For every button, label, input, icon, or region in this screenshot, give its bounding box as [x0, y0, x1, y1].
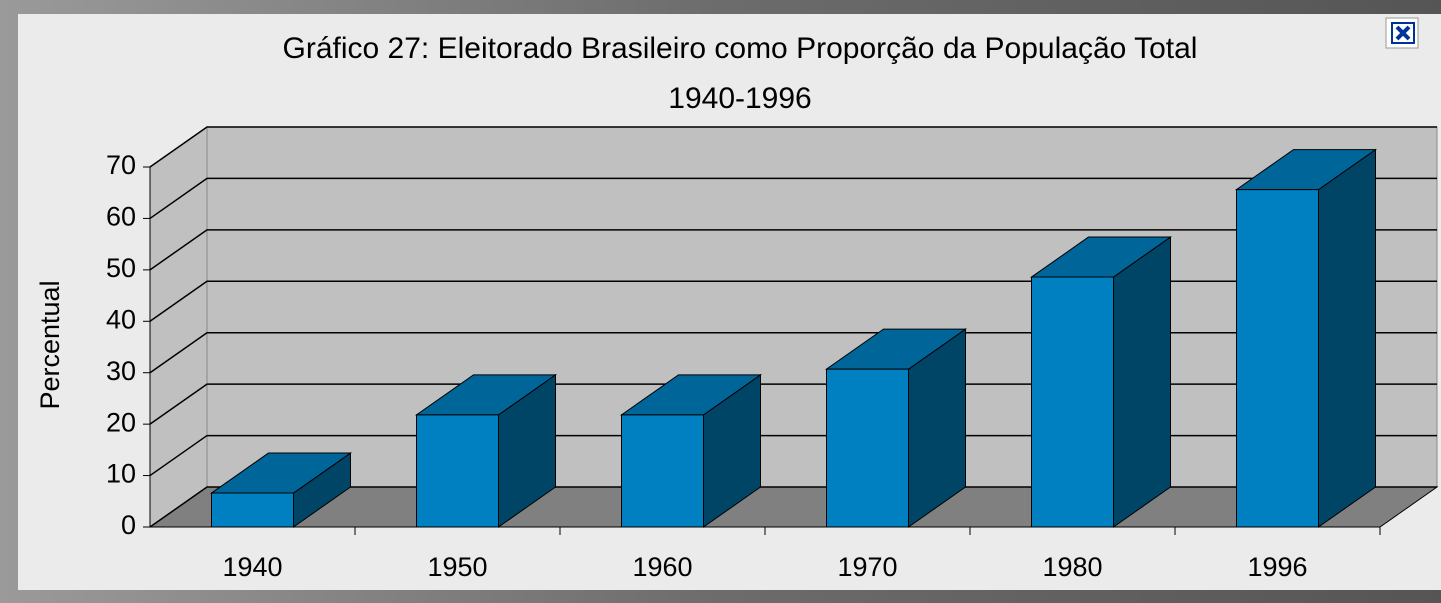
chart-subtitle: 1940-1996 [668, 82, 811, 115]
grid-line [149, 331, 1437, 374]
bar-front [211, 492, 294, 528]
x-tick-label: 1940 [222, 552, 282, 582]
x-tick-label: 1970 [837, 552, 897, 582]
bar [414, 373, 558, 528]
bar [824, 328, 968, 528]
grid-line [149, 126, 1437, 168]
y-axis-label: Percentual [35, 280, 65, 409]
grid-line [149, 229, 1437, 271]
chart-title: Gráfico 27: Eleitorado Brasileiro como P… [283, 32, 1198, 65]
y-tick-label: 0 [121, 510, 136, 540]
grid-line [149, 383, 1437, 425]
bar-front [1236, 189, 1319, 528]
bar-front [416, 414, 499, 528]
bar [1234, 148, 1378, 528]
y-tick-label: 50 [106, 253, 136, 283]
bar [619, 373, 763, 528]
bar-front [826, 368, 909, 528]
grid-line [149, 486, 1437, 528]
x-tick-label: 1960 [632, 552, 692, 582]
x-tick-label: 1980 [1042, 552, 1102, 582]
bar [209, 452, 353, 528]
bar [1029, 236, 1173, 528]
x-tick-label: 1950 [427, 552, 487, 582]
grid-line [149, 177, 1437, 220]
bar-front [1031, 276, 1114, 528]
y-tick-label: 40 [106, 304, 136, 334]
x-tick-label: 1996 [1247, 552, 1307, 582]
grid-line [149, 434, 1437, 477]
bar-side [1318, 148, 1376, 528]
bar-side [1113, 236, 1171, 528]
y-tick-label: 20 [106, 407, 136, 437]
close-border [1391, 22, 1415, 44]
y-tick-label: 10 [106, 459, 136, 489]
side-wall [149, 126, 208, 528]
close-button[interactable] [1385, 17, 1419, 49]
y-tick-label: 30 [106, 356, 136, 386]
grid-line [149, 280, 1437, 322]
y-tick-label: 70 [106, 150, 136, 180]
close-x [1395, 25, 1411, 41]
y-tick-label: 60 [106, 202, 136, 232]
bar-front [621, 414, 704, 528]
